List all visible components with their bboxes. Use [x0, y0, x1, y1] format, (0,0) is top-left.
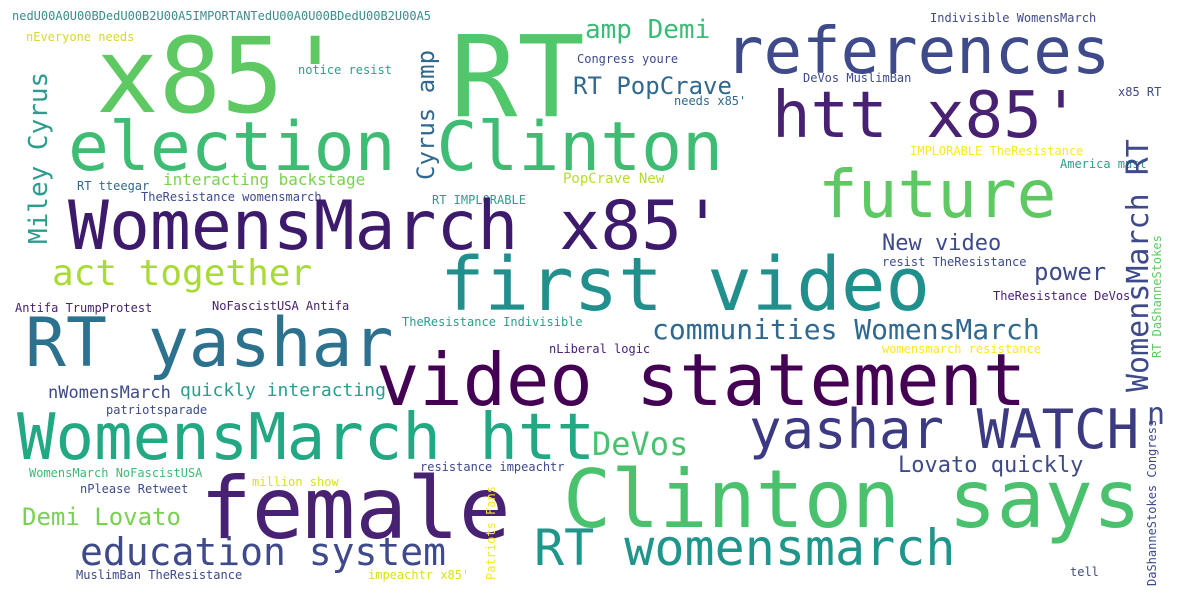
- word: Miley Cyrus: [24, 71, 54, 244]
- word: quickly interacting: [180, 380, 386, 401]
- word: Patriots Fans: [484, 486, 498, 580]
- word: TheResistance Indivisible: [402, 315, 583, 329]
- word: DeVos: [592, 425, 689, 463]
- word: MuslimBan TheResistance: [76, 568, 243, 582]
- word: WomensMarch x85': [68, 187, 724, 266]
- word: Indivisible WomensMarch: [930, 11, 1097, 25]
- word: nPlease Retweet: [80, 482, 189, 496]
- word: yashar WATCH: [749, 398, 1140, 461]
- word: Antifa TrumpProtest: [15, 301, 153, 315]
- word: tell: [1070, 565, 1099, 579]
- word: America must: [1060, 157, 1147, 171]
- word: DaShanneStokes Congress: [1145, 419, 1159, 586]
- word: communities WomensMarch: [652, 313, 1040, 346]
- word: WomensMarch NoFascistUSA: [29, 466, 203, 480]
- word: IMPLORABLE TheResistance: [910, 144, 1084, 158]
- word: female: [200, 459, 511, 559]
- word: first video: [440, 242, 931, 328]
- word: TheResistance DeVos: [993, 289, 1131, 303]
- word: Clinton says: [563, 453, 1141, 546]
- word: interacting backstage: [163, 170, 366, 189]
- word: htt x85': [772, 79, 1081, 153]
- word: DeVos MuslimBan: [803, 71, 912, 85]
- word: nLiberal logic: [549, 342, 651, 356]
- word: Demi Lovato: [22, 503, 181, 531]
- word: future: [818, 156, 1057, 233]
- word: WomensMarch htt: [17, 401, 595, 475]
- word: Lovato quickly: [898, 453, 1084, 478]
- word: x85 RT: [1118, 85, 1162, 99]
- word: act together: [52, 253, 313, 294]
- word: power: [1034, 258, 1107, 286]
- word: RT DaShanneStokes: [1150, 235, 1164, 358]
- word: RT womensmarch: [534, 519, 956, 577]
- word: million show: [252, 475, 339, 489]
- word: education system: [80, 530, 447, 574]
- word: nEveryone needs: [26, 30, 135, 44]
- word: Congress youre: [577, 52, 679, 66]
- word: RT yashar: [25, 304, 394, 383]
- word: n: [1147, 397, 1166, 432]
- word: RT IMPLORABLE: [432, 193, 526, 207]
- word: x85': [96, 15, 347, 137]
- word: references: [725, 15, 1111, 89]
- word: video statement: [376, 338, 1027, 422]
- word: resist TheResistance: [882, 255, 1027, 269]
- word: womensmarch resistance: [882, 342, 1041, 356]
- word: impeachtr x85': [368, 568, 470, 582]
- word: PopCrave New: [563, 171, 665, 187]
- word: RT tteegar: [77, 179, 150, 193]
- word: NoFascistUSA Antifa: [212, 299, 350, 313]
- word: Cyrus amp: [412, 49, 440, 180]
- word: RT PopCrave: [573, 72, 732, 100]
- word: notice resist: [298, 63, 392, 77]
- word: New video: [882, 231, 1002, 256]
- word: election Clinton: [68, 108, 724, 187]
- word: patriotsparade: [106, 403, 208, 417]
- word: RT: [450, 13, 585, 143]
- word: nedU00A0U00BDedU00B2U00A5IMPORTANTedU00A…: [12, 9, 432, 23]
- word: TheResistance womensmarch: [141, 190, 322, 204]
- word: nWomensMarch: [48, 383, 171, 403]
- word: needs x85': [674, 94, 747, 108]
- word: resistance impeachtr: [420, 460, 565, 474]
- word: amp Demi: [585, 15, 711, 45]
